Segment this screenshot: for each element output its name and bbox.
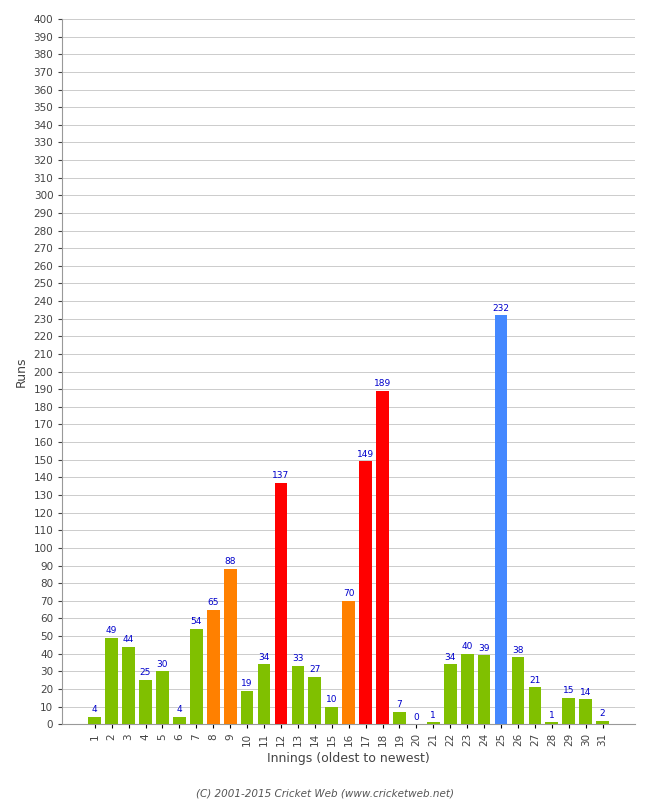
Text: 54: 54 xyxy=(190,618,202,626)
Text: 149: 149 xyxy=(357,450,374,459)
Text: 15: 15 xyxy=(563,686,575,695)
Bar xyxy=(478,655,491,724)
Bar xyxy=(156,671,169,724)
Bar xyxy=(326,706,338,724)
Bar xyxy=(461,654,474,724)
Text: (C) 2001-2015 Cricket Web (www.cricketweb.net): (C) 2001-2015 Cricket Web (www.cricketwe… xyxy=(196,788,454,798)
Bar xyxy=(139,680,152,724)
Text: 88: 88 xyxy=(224,558,236,566)
Text: 65: 65 xyxy=(207,598,219,607)
Text: 44: 44 xyxy=(123,635,134,644)
Bar xyxy=(528,687,541,724)
Text: 34: 34 xyxy=(258,653,270,662)
Bar xyxy=(427,722,439,724)
Text: 21: 21 xyxy=(529,675,541,685)
Bar xyxy=(190,629,203,724)
Bar xyxy=(274,482,287,724)
Text: 30: 30 xyxy=(157,660,168,669)
Text: 19: 19 xyxy=(241,679,253,688)
Bar xyxy=(105,638,118,724)
Bar xyxy=(376,391,389,724)
Bar xyxy=(343,601,355,724)
Text: 1: 1 xyxy=(430,710,436,720)
Bar xyxy=(122,646,135,724)
Text: 4: 4 xyxy=(177,706,182,714)
Bar xyxy=(309,677,321,724)
Bar xyxy=(359,462,372,724)
Text: 33: 33 xyxy=(292,654,304,663)
Bar xyxy=(579,699,592,724)
Text: 39: 39 xyxy=(478,644,490,653)
Bar xyxy=(207,610,220,724)
Y-axis label: Runs: Runs xyxy=(15,356,28,387)
Text: 1: 1 xyxy=(549,710,554,720)
Text: 34: 34 xyxy=(445,653,456,662)
Text: 0: 0 xyxy=(413,713,419,722)
Text: 14: 14 xyxy=(580,688,592,697)
Text: 4: 4 xyxy=(92,706,98,714)
Bar xyxy=(393,712,406,724)
Text: 232: 232 xyxy=(493,303,510,313)
Bar xyxy=(257,664,270,724)
Text: 10: 10 xyxy=(326,695,337,704)
Text: 2: 2 xyxy=(600,709,605,718)
Text: 27: 27 xyxy=(309,665,320,674)
Bar xyxy=(292,666,304,724)
Bar xyxy=(596,721,609,724)
Bar xyxy=(545,722,558,724)
X-axis label: Innings (oldest to newest): Innings (oldest to newest) xyxy=(267,752,430,765)
Bar xyxy=(495,315,508,724)
Text: 38: 38 xyxy=(512,646,524,654)
Text: 49: 49 xyxy=(106,626,118,635)
Text: 7: 7 xyxy=(396,700,402,709)
Text: 137: 137 xyxy=(272,471,289,480)
Text: 40: 40 xyxy=(462,642,473,651)
Bar xyxy=(240,690,254,724)
Bar xyxy=(562,698,575,724)
Text: 25: 25 xyxy=(140,669,151,678)
Bar xyxy=(512,657,525,724)
Bar xyxy=(444,664,456,724)
Text: 189: 189 xyxy=(374,379,391,388)
Bar xyxy=(173,717,186,724)
Bar xyxy=(88,717,101,724)
Text: 70: 70 xyxy=(343,589,354,598)
Bar xyxy=(224,569,237,724)
